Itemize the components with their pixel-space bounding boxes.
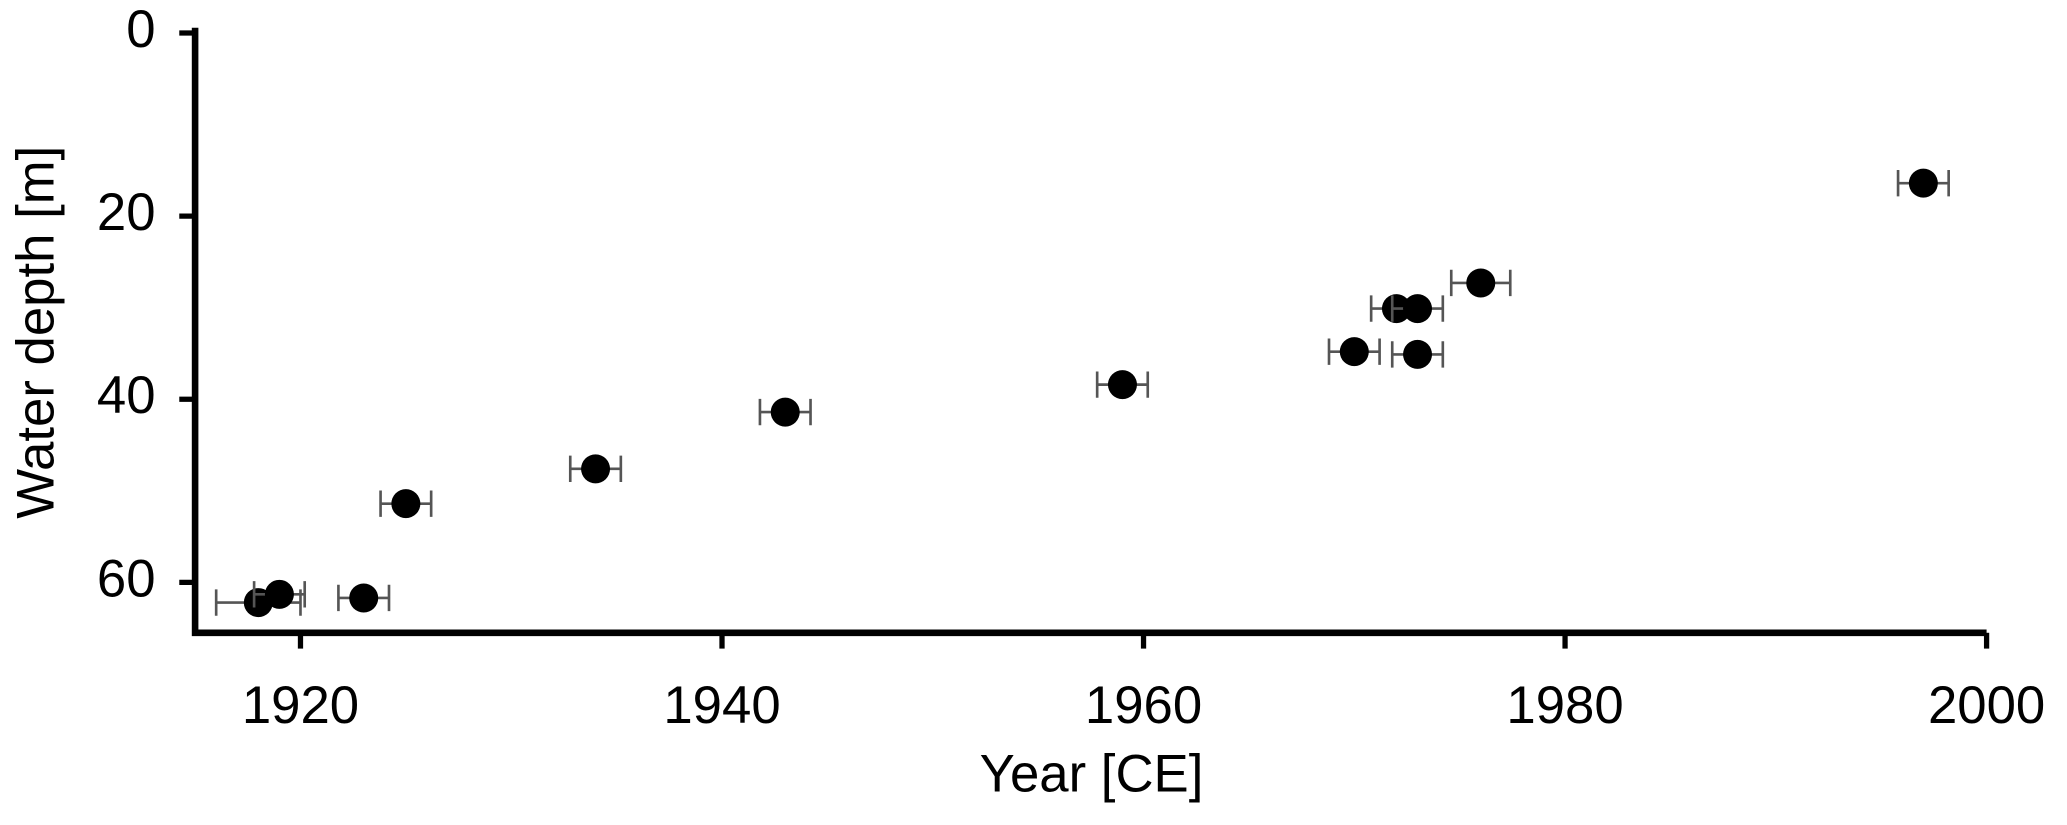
y-tick-label: 40 (97, 366, 156, 425)
point (391, 489, 421, 519)
x-axis-label: Year [CE] (980, 745, 1204, 804)
y-tick-label: 20 (97, 183, 156, 242)
x-tick-label: 1980 (1506, 676, 1623, 735)
x-tick-label: 2000 (1928, 676, 2045, 735)
point (1908, 168, 1938, 198)
y-axis-label: Water depth [m] (6, 146, 65, 519)
point (1107, 370, 1137, 400)
point (1466, 268, 1496, 298)
x-tick-label: 1940 (663, 676, 780, 735)
point (264, 579, 294, 609)
point (1403, 339, 1433, 369)
point (349, 583, 379, 613)
point (581, 454, 611, 484)
y-tick-label: 60 (97, 549, 156, 608)
point (1339, 337, 1369, 367)
x-tick-label: 1920 (242, 676, 359, 735)
point (1403, 294, 1433, 324)
x-tick-label: 1960 (1085, 676, 1202, 735)
y-tick-label: 0 (126, 0, 155, 59)
axes (191, 27, 1987, 637)
point (770, 397, 800, 427)
